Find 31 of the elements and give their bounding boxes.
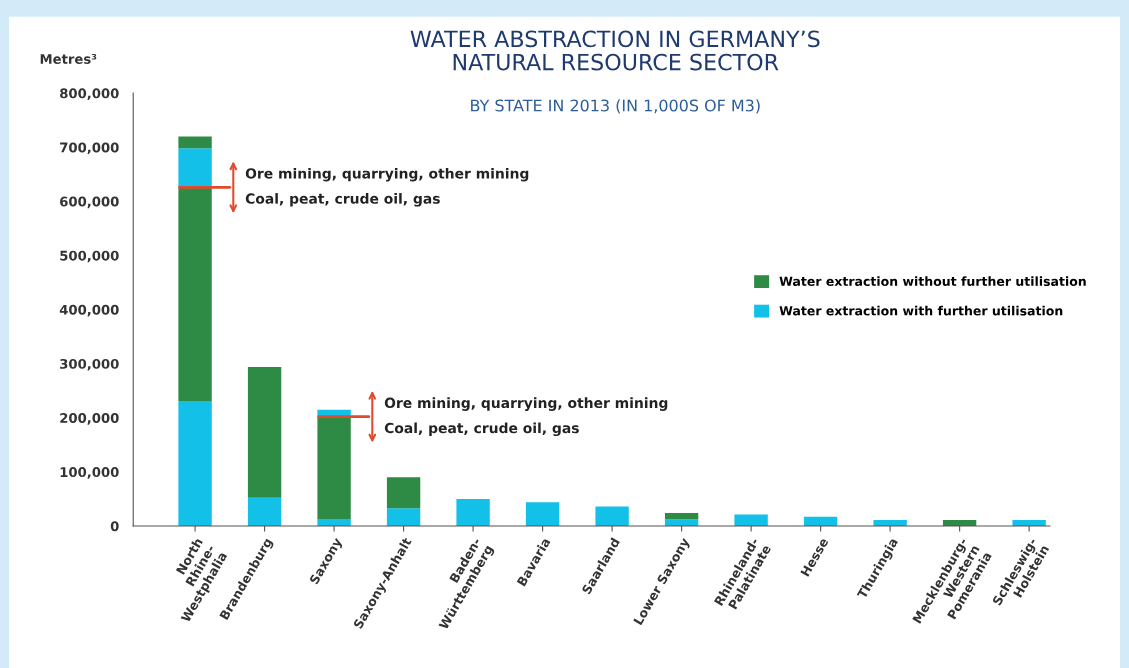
y-tick-label: 800,000 (60, 88, 119, 101)
y-tick-label: 200,000 (60, 412, 119, 425)
bar (525, 502, 560, 526)
y-tick-label: 400,000 (59, 304, 119, 317)
annotation: Ore mining, quarrying, other mining Coal, peat, crude oil, gas (245, 167, 529, 207)
y-tick-label: 0 (110, 521, 119, 532)
bar (734, 514, 768, 526)
bar (317, 416, 351, 519)
bar (456, 498, 490, 526)
y-tick-label: 500,000 (60, 250, 119, 263)
y-axis-title: Metres³ (40, 53, 97, 64)
bar (386, 477, 421, 509)
chart-title: WATER ABSTRACTION IN GERMANY’S NATURAL RESOURCE SECTOR (410, 30, 820, 71)
bar (664, 513, 699, 520)
bar (664, 519, 699, 526)
bar (247, 497, 282, 526)
y-tick-label: 100,000 (60, 467, 119, 479)
bar (178, 187, 212, 401)
bar (595, 506, 629, 526)
annotation: Ore mining, quarrying, other mining Coal, peat, crude oil, gas (384, 397, 668, 437)
legend-label: Water extraction without further utilisation (779, 276, 1086, 287)
bar (178, 148, 212, 188)
y-tick-label: 700,000 (60, 142, 119, 155)
bar (247, 366, 282, 498)
bar (386, 508, 421, 526)
legend-label: Water extraction with further utilisation (779, 305, 1063, 316)
chart-subtitle: BY STATE IN 2013 (IN 1,000S OF M3) (471, 99, 760, 114)
y-tick-label: 300,000 (60, 358, 119, 371)
bar (178, 400, 212, 526)
y-tick-label: 600,000 (60, 196, 119, 209)
bar (178, 136, 212, 149)
